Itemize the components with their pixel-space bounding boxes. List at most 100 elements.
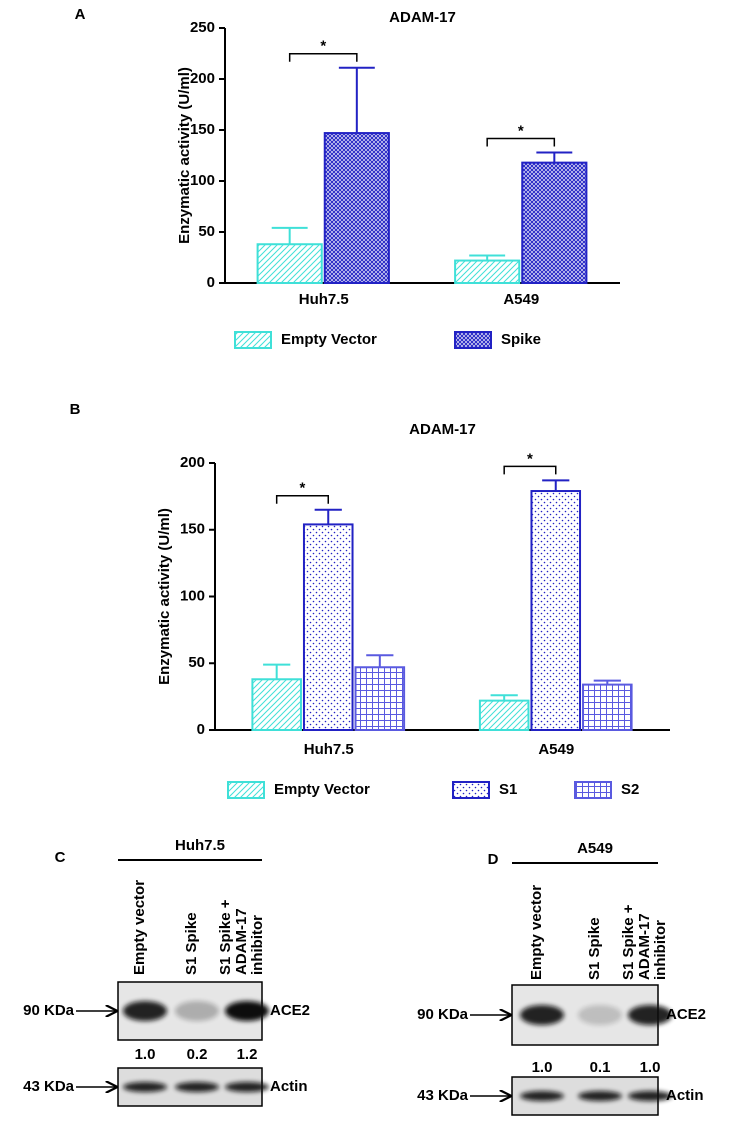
y-tick-label: 100 (180, 587, 205, 604)
bar (478, 699, 530, 732)
lane-label: S1 Spike (183, 912, 200, 975)
lane-label: inhibitor (652, 920, 669, 980)
legend-swatch (227, 781, 265, 799)
error-bar (469, 254, 506, 261)
protein-label: ACE2 (270, 1002, 310, 1019)
band (175, 1001, 219, 1021)
significance-label: * (320, 38, 326, 55)
panel-label: C (55, 849, 66, 866)
error-bar (542, 479, 570, 492)
error-bar (338, 66, 375, 134)
protein-label: Actin (666, 1087, 704, 1104)
lane-label: ADAM-17 (636, 913, 653, 980)
error-bar (271, 226, 308, 245)
bar (251, 678, 302, 732)
y-tick-label: 250 (190, 19, 215, 36)
lane-label: ADAM-17 (233, 908, 250, 975)
significance-bracket (486, 137, 556, 147)
y-tick-label: 0 (207, 274, 215, 291)
bar (454, 259, 521, 284)
significance-label: * (518, 122, 524, 139)
band (628, 1091, 672, 1101)
bar (256, 243, 323, 285)
lane-label: S1 Spike (586, 917, 603, 980)
quantification: 1.0 (532, 1059, 553, 1076)
marker-label: 43 KDa (417, 1087, 469, 1104)
band (123, 1001, 167, 1021)
lane-label: S1 Spike + (217, 899, 234, 975)
y-axis-label: Enzymatic activity (U/ml) (176, 67, 193, 244)
quantification: 0.1 (590, 1059, 611, 1076)
cell-line: Huh7.5 (175, 837, 225, 854)
y-tick-label: 50 (188, 654, 205, 671)
legend-label: S2 (621, 781, 639, 798)
band (225, 1082, 269, 1092)
x-tick-label: A549 (538, 741, 574, 758)
band (225, 1001, 269, 1021)
legend-label: Empty Vector (274, 781, 370, 798)
y-tick-label: 0 (197, 721, 205, 738)
y-tick-label: 200 (190, 70, 215, 87)
x-tick-label: Huh7.5 (299, 291, 349, 308)
significance-label: * (527, 450, 533, 467)
band (578, 1005, 622, 1025)
significance-bracket (288, 53, 358, 62)
band (628, 1005, 672, 1025)
protein-label: Actin (270, 1078, 308, 1095)
bar (582, 683, 633, 731)
quantification: 1.0 (135, 1046, 156, 1063)
marker-label: 90 KDa (417, 1006, 469, 1023)
chart-title: ADAM-17 (409, 421, 476, 438)
bar (354, 666, 406, 732)
error-bar (536, 151, 573, 163)
legend-swatch (454, 331, 492, 349)
chart-title: ADAM-17 (389, 9, 456, 26)
cell-line: A549 (577, 840, 613, 857)
x-tick-label: A549 (503, 291, 539, 308)
significance-label: * (300, 480, 306, 497)
legend-swatch (234, 331, 272, 349)
panel-label: D (488, 851, 499, 868)
y-axis-label: Enzymatic activity (U/ml) (156, 508, 173, 685)
error-bar (263, 663, 291, 680)
quantification: 0.2 (187, 1046, 208, 1063)
marker-label: 90 KDa (23, 1002, 75, 1019)
legend-label: Spike (501, 331, 541, 348)
band (175, 1082, 219, 1092)
bar (302, 523, 354, 731)
legend-swatch (452, 781, 490, 799)
bar (323, 132, 390, 284)
bar (530, 490, 582, 731)
lane-label: Empty vector (528, 885, 545, 980)
y-tick-label: 100 (190, 172, 215, 189)
band (520, 1091, 564, 1101)
band (578, 1091, 622, 1101)
quantification: 1.2 (237, 1046, 258, 1063)
significance-bracket (275, 494, 329, 504)
x-tick-label: Huh7.5 (304, 741, 354, 758)
y-tick-label: 150 (180, 521, 205, 538)
quantification: 1.0 (640, 1059, 661, 1076)
legend-label: Empty Vector (281, 331, 377, 348)
significance-bracket (503, 465, 557, 475)
bar (521, 161, 588, 284)
band (520, 1005, 564, 1025)
marker-label: 43 KDa (23, 1078, 75, 1095)
error-bar (314, 508, 342, 525)
band (123, 1082, 167, 1092)
y-tick-label: 150 (190, 121, 215, 138)
legend-swatch (574, 781, 612, 799)
error-bar (593, 679, 621, 685)
lane-label: inhibitor (249, 915, 266, 975)
legend-label: S1 (499, 781, 517, 798)
y-tick-label: 50 (198, 223, 215, 240)
lane-label: S1 Spike + (620, 904, 637, 980)
panel-label: A (75, 6, 86, 23)
protein-label: ACE2 (666, 1006, 706, 1023)
lane-label: Empty vector (131, 880, 148, 975)
panel-label: B (70, 401, 81, 418)
error-bar (490, 694, 518, 701)
error-bar (366, 654, 394, 668)
y-tick-label: 200 (180, 454, 205, 471)
